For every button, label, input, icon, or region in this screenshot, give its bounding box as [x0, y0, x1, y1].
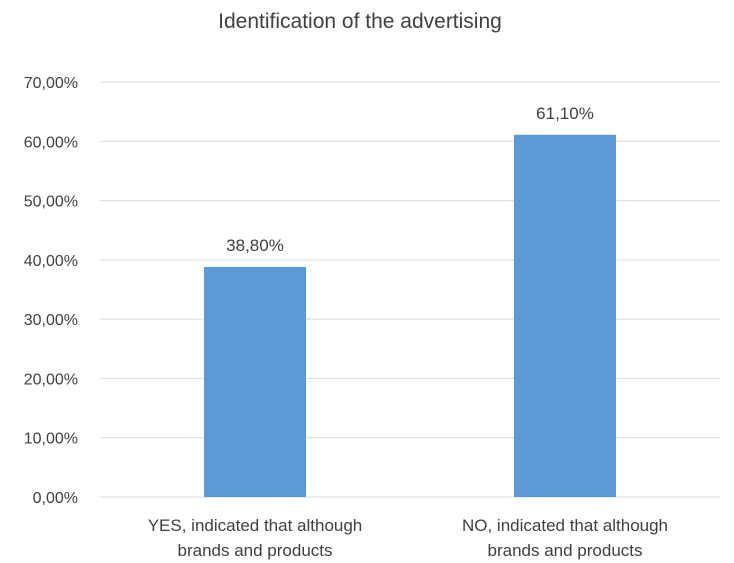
- y-axis-tick-labels: 0,00% 10,00% 20,00% 30,00% 40,00% 50,00% 60,00…: [24, 75, 78, 507]
- x-category-label: YES, indicated that although brands and p…: [148, 516, 363, 560]
- y-tick-label: 70,00%: [24, 75, 78, 92]
- y-tick-label: 40,00%: [24, 253, 78, 270]
- x-category-label-line: YES, indicated that although: [148, 516, 363, 535]
- bars: [204, 134, 616, 497]
- y-tick-label: 50,00%: [24, 194, 78, 211]
- x-category-label-line: NO, indicated that although: [462, 516, 668, 535]
- data-label: 61,10%: [536, 104, 594, 123]
- x-axis-category-labels: YES, indicated that although brands and p…: [148, 516, 668, 560]
- gridlines: [100, 81, 720, 498]
- bar: [204, 266, 306, 497]
- y-tick-label: 20,00%: [24, 371, 78, 388]
- y-tick-label: 10,00%: [24, 431, 78, 448]
- x-category-label-line: brands and products: [178, 541, 333, 560]
- y-tick-label: 60,00%: [24, 134, 78, 151]
- bar: [514, 134, 616, 497]
- x-category-label-line: brands and products: [488, 541, 643, 560]
- data-label: 38,80%: [226, 236, 284, 255]
- data-labels: 38,80% 61,10%: [226, 104, 594, 255]
- y-tick-label: 0,00%: [33, 490, 78, 507]
- chart-title: Identification of the advertising: [218, 10, 502, 33]
- y-tick-label: 30,00%: [24, 312, 78, 329]
- x-category-label: NO, indicated that although brands and pr…: [462, 516, 668, 560]
